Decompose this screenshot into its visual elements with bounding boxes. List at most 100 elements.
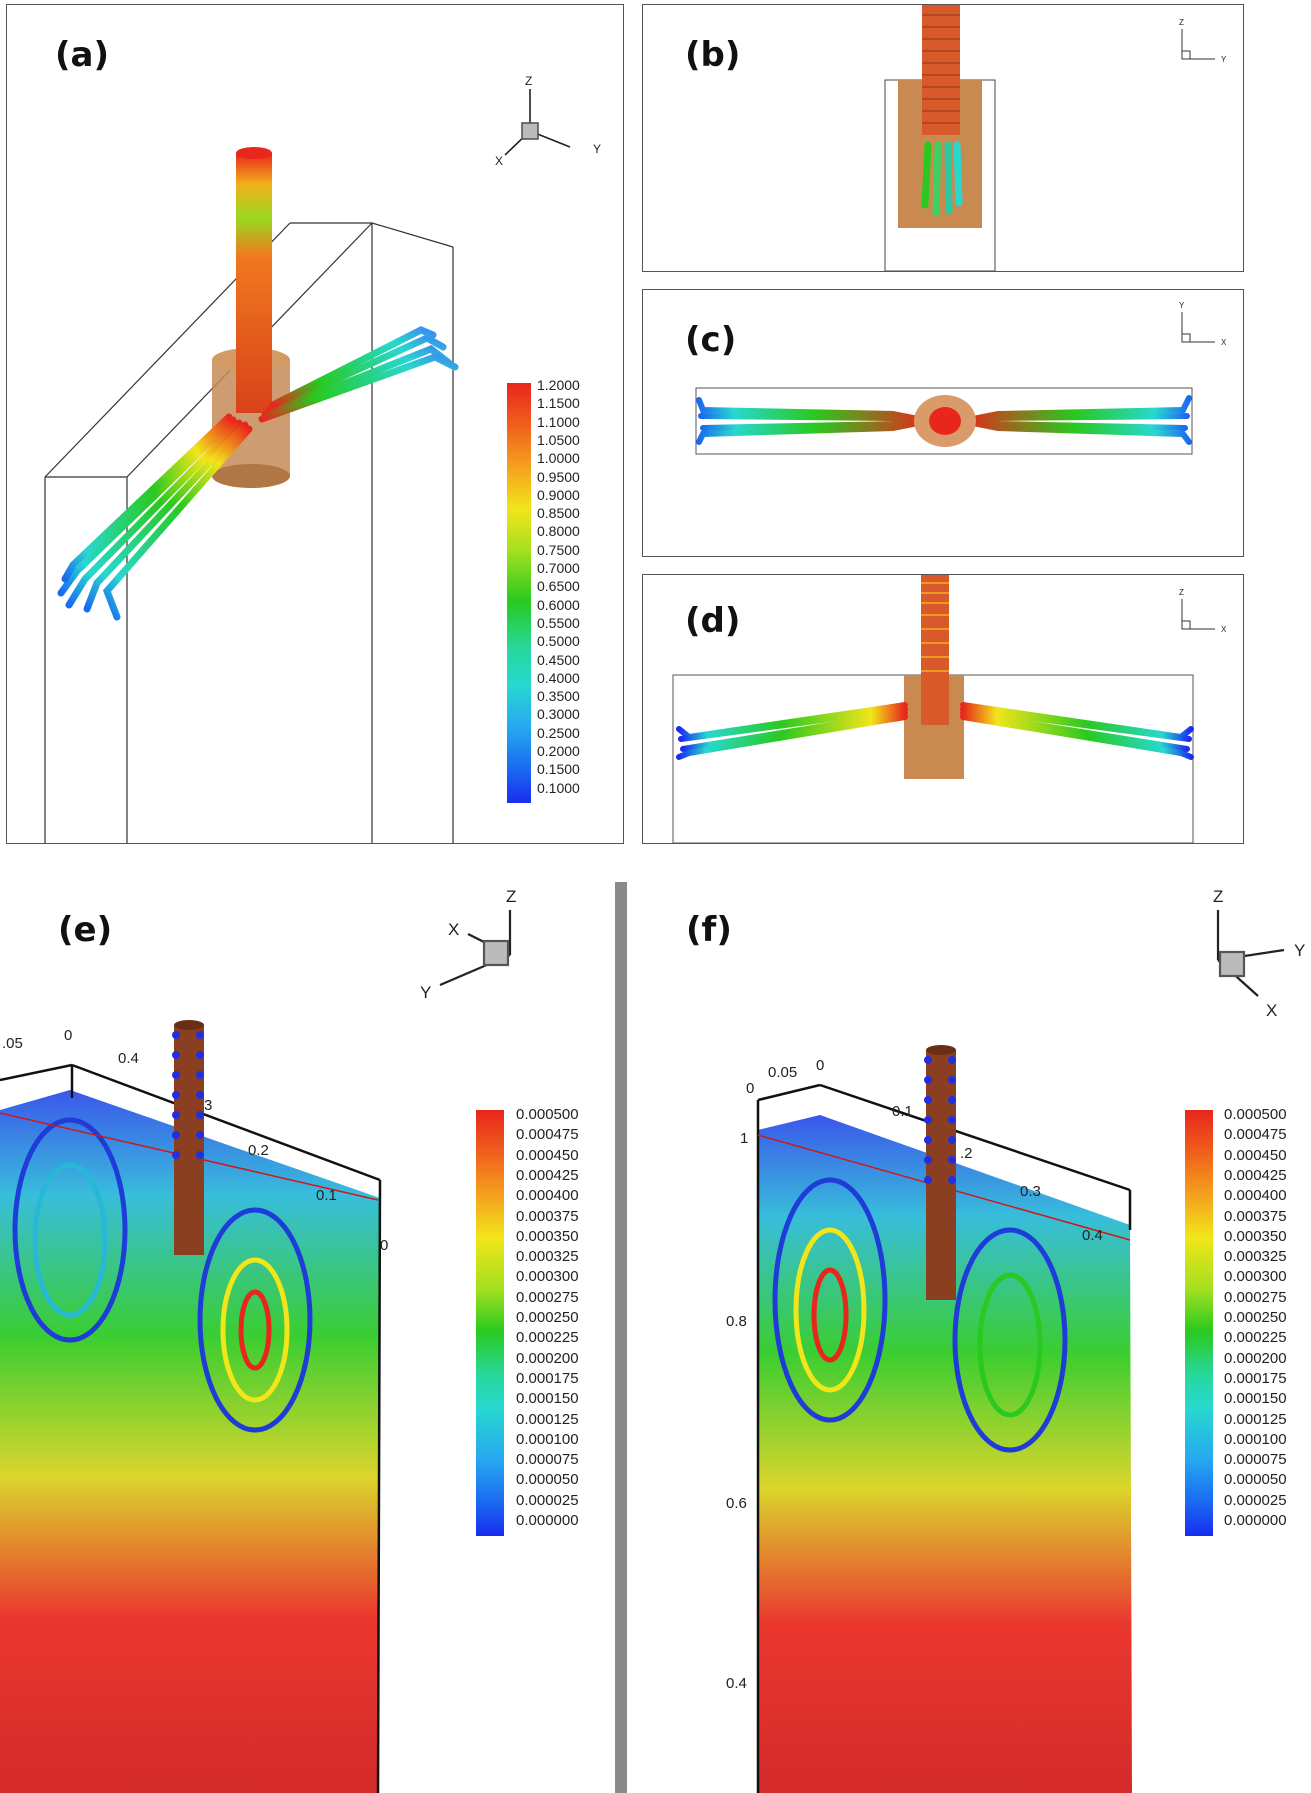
colorbar-tick-label: 0.000000 [1224,1512,1287,1529]
streamlines-left-a [57,413,253,621]
panel-f: (f) Z Y X [630,870,1311,1793]
colorbar-tick-label: 0.2000 [537,743,580,759]
colorbar-tick-label: 0.000250 [516,1309,579,1326]
colorbar-tick-label: 0.000475 [516,1126,579,1144]
axis-label-z-e: Z [506,887,516,906]
colorbar-tick-label: 0.7000 [537,560,580,576]
axis-triad-c [1181,312,1215,343]
tick-f-z1: 1 [740,1130,748,1147]
axis-triad-b [1181,29,1215,60]
colorbar-tick-label: 0.9000 [537,486,580,503]
colorbar-tick-label: 0.000225 [516,1329,579,1347]
streamlines-left-c [696,397,931,445]
tick-f-c: 0 [816,1057,824,1074]
colorbar-tick-label: 0.000500 [1224,1106,1287,1123]
panel-e: (e) Z X Y [0,870,612,1793]
colorbar-tick-label: 0.4000 [537,669,580,686]
jet-column-b [922,5,960,135]
tick-e-b: 0 [64,1027,72,1044]
colorbar-tick-label: 0.2500 [537,724,580,741]
panel-b: (b) Z Y [642,4,1244,272]
tick-e-a: .05 [2,1035,23,1052]
panel-a: (a) Z Y X [6,4,624,844]
axis-triad-d [1181,599,1215,630]
colorbar-tick-label: 0.000450 [1224,1146,1287,1164]
colorbar-tick-label: 0.000075 [1224,1451,1287,1469]
colorbar-tick-label: 0.7500 [537,541,580,558]
colorbar-tick-label: 1.1000 [537,413,580,430]
colorbar-tick-label: 0.000025 [516,1491,579,1509]
panel-d-render: Z X [672,575,1227,843]
streamlines-right-a [258,326,459,423]
colorbar-tick-label: 1.1500 [537,395,580,412]
vortex-swirls-e [12,1117,313,1433]
tick-e-e: 0.2 [248,1142,269,1159]
colorbar-tick-label: 0.000050 [1224,1471,1287,1489]
colorbar-tick-label: 0.000300 [516,1268,579,1286]
colorbar-tick-label: 0.000100 [1224,1430,1287,1448]
panel-b-render: Z Y [884,5,1227,271]
axis-label-x-c: X [1221,338,1227,347]
colorbar-tick-label: 0.000450 [516,1146,579,1164]
colorbar-tick-label: 0.000325 [1224,1248,1287,1266]
tick-e-c: 0.4 [118,1050,139,1067]
colorbar-tick-label: 0.000150 [516,1390,579,1408]
tick-f-f: 0.3 [1020,1183,1041,1200]
panel-f-render: Z Y X 0 0.05 0 0.1 .2 0.3 0.4 1 [726,887,1305,1793]
colorbar-tick-label: 0.000200 [1224,1349,1287,1367]
colorbar-tick-label: 0.6500 [537,578,580,595]
jet-column-d [921,575,949,725]
panel-label-a: (a) [55,35,110,75]
domain-frame-e [0,1063,382,1793]
streamlines-b [921,141,963,217]
colorbar-concentration-f [1185,1110,1213,1536]
axis-label-z-b: Z [1179,18,1184,27]
colorbar-tick-label: 0.000500 [516,1106,579,1123]
colorbar-tick-label: 0.000325 [516,1248,579,1266]
tick-f-z06: 0.6 [726,1495,747,1512]
colorbar-tick-label: 0.000400 [516,1187,579,1205]
colorbar-tick-label: 0.000100 [516,1430,579,1448]
panel-c: (c) Y X [642,289,1244,557]
axis-label-z-d: Z [1179,588,1184,597]
axis-triad-e [439,910,512,987]
axis-label-y-c: Y [1179,301,1185,310]
axis-label-z-a: Z [525,74,532,88]
colorbar-concentration-e [476,1110,504,1536]
panel-label-e: (e) [58,910,113,950]
colorbar-tick-label: 0.000200 [516,1349,579,1367]
tick-f-a: 0 [746,1080,754,1097]
colorbar-tick-label: 1.0000 [537,450,580,467]
flow-field-f [758,1115,1132,1793]
domain-outline-c [695,387,1193,455]
colorbar-tick-label: 0.000375 [516,1207,579,1225]
colorbar-tick-label: 0.000275 [516,1288,579,1306]
colorbar-tick-label: 0.000050 [516,1471,579,1489]
nozzle-pipe-e [174,1025,204,1255]
colorbar-tick-label: 0.5000 [537,633,580,650]
colorbar-tick-label: 0.5500 [537,614,580,631]
axis-label-z-f: Z [1213,887,1223,906]
axis-label-x-f: X [1266,1001,1277,1020]
colorbar-tick-label: 0.000475 [1224,1126,1287,1144]
domain-frame-f [756,1083,1132,1793]
panel-c-render: Y X [695,301,1227,455]
colorbar-tick-label: 0.000250 [1224,1309,1287,1326]
panel-divider [615,882,627,1793]
panel-d: (d) Z X [642,574,1244,844]
panel-label-d: (d) [685,601,741,641]
colorbar-tick-label: 0.000275 [1224,1288,1287,1306]
tick-f-z08: 0.8 [726,1313,747,1330]
axis-triad-f [1216,910,1285,997]
tick-e-f: 0.1 [316,1187,337,1204]
nozzle-pipe-f [926,1050,956,1300]
colorbar-tick-label: 0.000125 [516,1410,579,1428]
axis-label-x-d: X [1221,625,1227,634]
panel-e-render: Z X Y .05 0 0.4 3 0. [0,887,516,1793]
streamlines-right-c [960,395,1192,445]
colorbar-tick-label: 1.0500 [537,431,580,448]
axis-label-x-e: X [448,920,459,939]
panel-a-render: Z Y X [44,74,601,843]
colorbar-tick-label: 0.000425 [516,1166,579,1184]
streamlines-left-d [676,702,908,760]
